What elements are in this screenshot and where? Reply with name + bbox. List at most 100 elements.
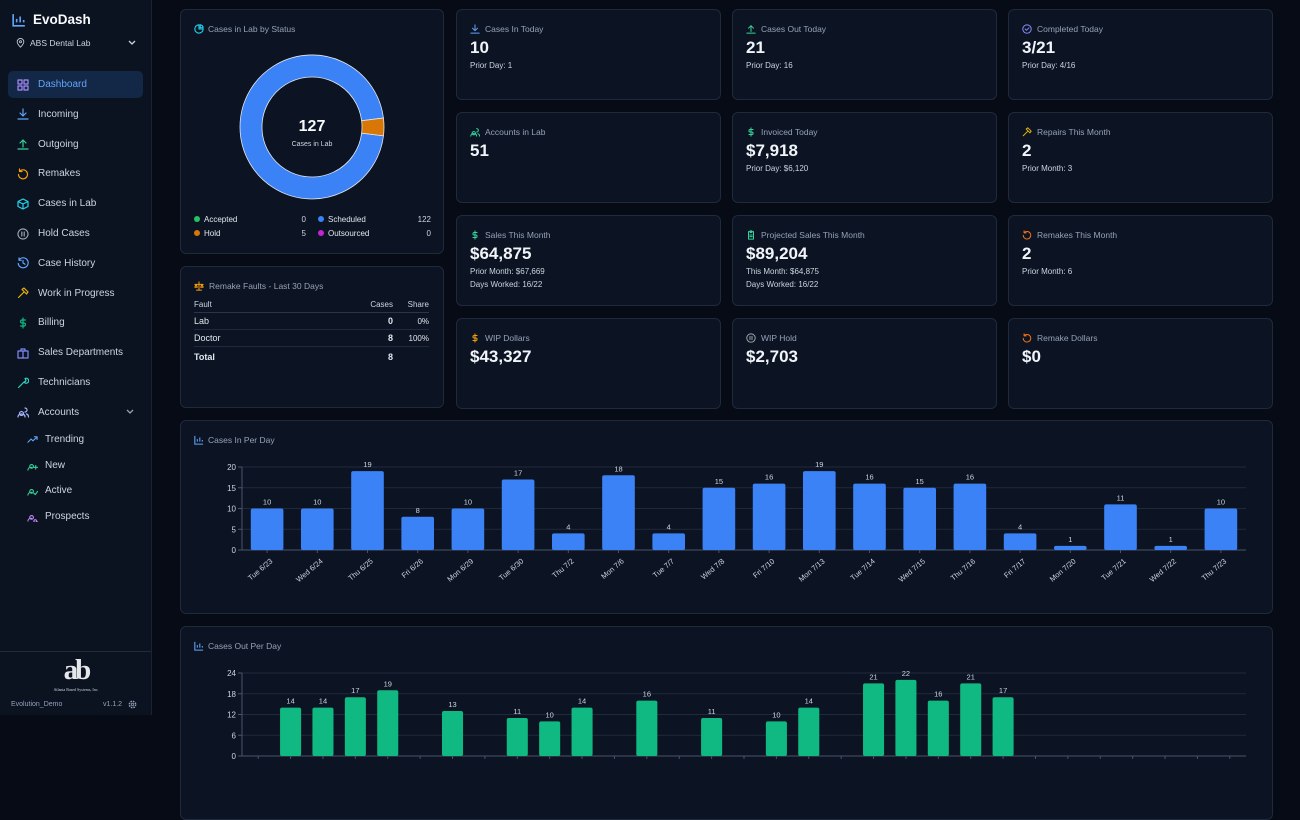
nav-item[interactable]: Accounts <box>8 399 143 426</box>
bar <box>802 471 836 550</box>
nav-item[interactable]: Technicians <box>8 369 143 396</box>
bar <box>953 483 987 550</box>
bar-value-label: 19 <box>384 679 392 688</box>
subnav-label: Active <box>45 485 73 497</box>
chart-title: Cases Out Per Day <box>208 641 282 651</box>
nav-item[interactable]: Hold Cases <box>8 220 143 247</box>
stat-card: Accounts in Lab 51 <box>456 112 721 203</box>
x-tick-label: Mon 7/13 <box>797 557 827 584</box>
icon-path <box>470 128 480 137</box>
card-label: WIP Dollars <box>485 333 530 343</box>
icon-path <box>17 348 29 359</box>
card-label: Completed Today <box>1037 24 1103 34</box>
icon-path <box>17 377 29 388</box>
x-tick-label: Wed 7/22 <box>1148 557 1178 584</box>
legend-value: 0 <box>427 229 432 238</box>
y-tick-label: 0 <box>232 752 237 761</box>
icon-path <box>17 407 29 418</box>
icon-path <box>17 257 29 269</box>
bar-value-label: 22 <box>902 669 910 678</box>
nav-item[interactable]: Billing <box>8 309 143 336</box>
icon-path <box>27 489 38 497</box>
nav-item[interactable]: Incoming <box>8 101 143 128</box>
center-value: 127 <box>299 118 326 135</box>
chart-title: Cases in Lab by Status <box>208 24 295 34</box>
subnav-item[interactable]: Prospects <box>19 503 143 530</box>
icon <box>17 377 29 388</box>
table-row: Doctor 8 100% <box>194 329 429 347</box>
lab-name: ABS Dental Lab <box>30 37 91 48</box>
table-title: Remake Faults - Last 30 Days <box>209 281 324 291</box>
y-tick-label: 20 <box>227 463 236 472</box>
icon <box>746 25 756 34</box>
total-cell: 8 <box>387 351 393 362</box>
bar-value-label: 17 <box>514 468 522 477</box>
bar <box>1154 545 1188 550</box>
stat-card: Invoiced Today $7,918 Prior Day: $6,120 <box>732 112 997 203</box>
icon-path <box>194 281 204 291</box>
icon-path <box>1022 333 1032 343</box>
legend-value: 122 <box>418 215 432 224</box>
icon <box>17 168 29 180</box>
lab-selector[interactable]: ABS Dental Lab <box>16 36 136 49</box>
bar-value-label: 14 <box>805 697 813 706</box>
bar-value-label: 10 <box>464 498 472 507</box>
settings-button[interactable] <box>128 700 137 709</box>
x-tick-label: Mon 7/6 <box>599 557 626 581</box>
y-tick-label: 18 <box>227 690 236 699</box>
icon <box>17 287 29 299</box>
nav-item[interactable]: Sales Departments <box>8 339 143 366</box>
icon-path <box>17 168 29 180</box>
cell: 100% <box>393 329 429 347</box>
cell: Doctor <box>194 329 333 347</box>
bar-value-label: 14 <box>319 697 327 706</box>
card-label: Accounts in Lab <box>485 127 546 137</box>
icon-path <box>748 127 754 137</box>
icon-path <box>1022 230 1032 240</box>
brand-name: EvoDash <box>33 12 91 27</box>
icon <box>748 127 754 137</box>
stat-card: Cases In Today 10 Prior Day: 1 <box>456 9 721 100</box>
legend-label: Hold <box>204 229 220 238</box>
cell: 0 <box>333 312 393 330</box>
nav-item[interactable]: Remakes <box>8 160 143 187</box>
icon <box>470 24 480 34</box>
x-tick-label: Tue 6/23 <box>246 557 274 583</box>
subnav-label: Prospects <box>45 511 90 523</box>
chevron <box>128 40 136 45</box>
icon-path <box>17 287 29 299</box>
x-tick-label: Wed 7/15 <box>897 557 927 584</box>
bar <box>506 717 528 756</box>
footer-user: Evolution_Demo <box>11 701 63 708</box>
nav-item[interactable]: Cases in Lab <box>8 190 143 217</box>
subnav-item[interactable]: New <box>19 452 143 479</box>
cell: Lab <box>194 312 333 330</box>
x-tick-label: Wed 6/24 <box>294 557 324 584</box>
x-tick-label: Mon 7/20 <box>1048 557 1078 584</box>
subnav-item[interactable]: Active <box>19 477 143 504</box>
card-value: 51 <box>470 141 489 160</box>
nav-item[interactable]: Work in Progress <box>8 280 143 307</box>
bar-value-label: 11 <box>1117 493 1125 502</box>
chart-card: Cases In Per Day 0 5 10 15 20 Tue 6/23 10 Wed 6/… <box>180 420 1273 614</box>
icon <box>194 281 204 291</box>
card-note: Prior Month: $67,669 <box>470 267 545 276</box>
legend-swatch <box>194 230 200 236</box>
page: EvoDash ABS Dental Lab Dashboard Incoming… <box>0 0 1273 820</box>
brand-icon <box>12 14 25 27</box>
icon-path <box>746 25 756 34</box>
icon-path <box>17 227 29 240</box>
bar-value-label: 14 <box>286 697 294 706</box>
subnav-item[interactable]: Trending <box>19 426 143 453</box>
bar <box>351 471 384 550</box>
bar-value-label: 17 <box>999 686 1007 695</box>
nav-item[interactable]: Case History <box>8 250 143 277</box>
stat-card: Repairs This Month 2 Prior Month: 3 <box>1008 112 1273 203</box>
nav-item[interactable]: Outgoing <box>8 131 143 158</box>
bar-value-label: 21 <box>967 672 975 681</box>
icon <box>17 407 29 418</box>
bar-value-label: 19 <box>815 460 823 469</box>
card-value: 10 <box>470 38 489 57</box>
bar <box>853 483 886 550</box>
nav-item[interactable]: Dashboard <box>8 71 143 98</box>
